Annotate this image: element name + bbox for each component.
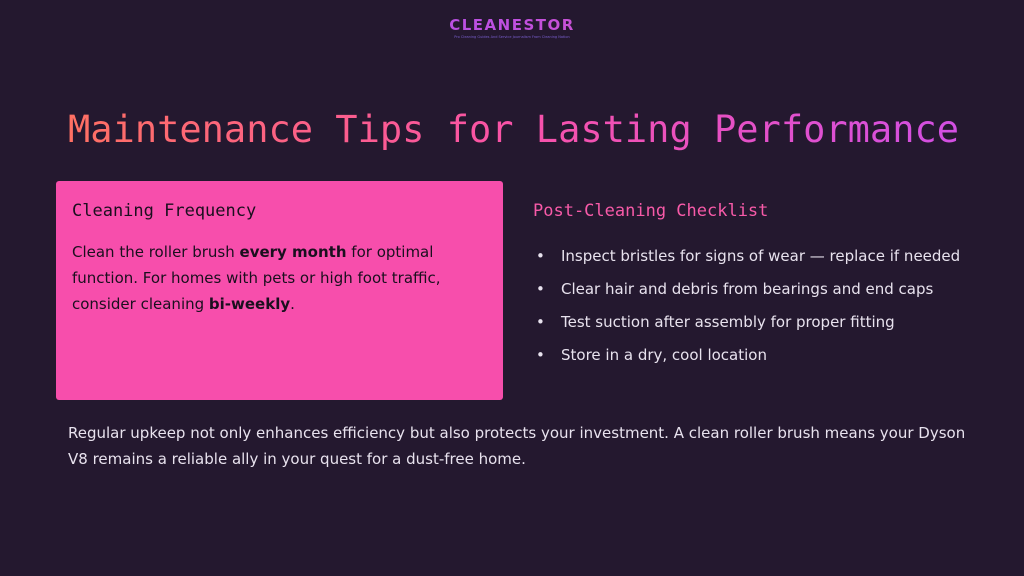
logo-wordmark: CLEANESTOR — [0, 16, 1024, 34]
logo-tagline: Pro Cleaning Guides And Service Journali… — [454, 35, 570, 39]
checklist-section: Post-Cleaning Checklist Inspect bristles… — [533, 201, 973, 375]
emphasis: every month — [239, 243, 347, 261]
list-item: Test suction after assembly for proper f… — [533, 309, 973, 335]
checklist-heading: Post-Cleaning Checklist — [533, 201, 769, 221]
page-title: Maintenance Tips for Lasting Performance — [68, 108, 960, 151]
list-item: Store in a dry, cool location — [533, 342, 973, 368]
checklist: Inspect bristles for signs of wear — rep… — [533, 243, 973, 368]
text: . — [290, 295, 295, 313]
emphasis: bi-weekly — [208, 295, 291, 313]
footer-text: Regular upkeep not only enhances efficie… — [68, 424, 966, 468]
list-item: Inspect bristles for signs of wear — rep… — [533, 243, 973, 269]
card-text: Clean the roller brush every month for o… — [72, 239, 487, 317]
list-item: Clear hair and debris from bearings and … — [533, 276, 973, 302]
text: Clean the roller brush — [72, 243, 240, 261]
card-heading: Cleaning Frequency — [72, 201, 257, 221]
cleaning-frequency-card: Cleaning Frequency Clean the roller brus… — [56, 181, 503, 400]
text: for optimal function. For homes with pet… — [72, 243, 441, 313]
logo: CLEANESTOR Pro Cleaning Guides And Servi… — [0, 16, 1024, 39]
